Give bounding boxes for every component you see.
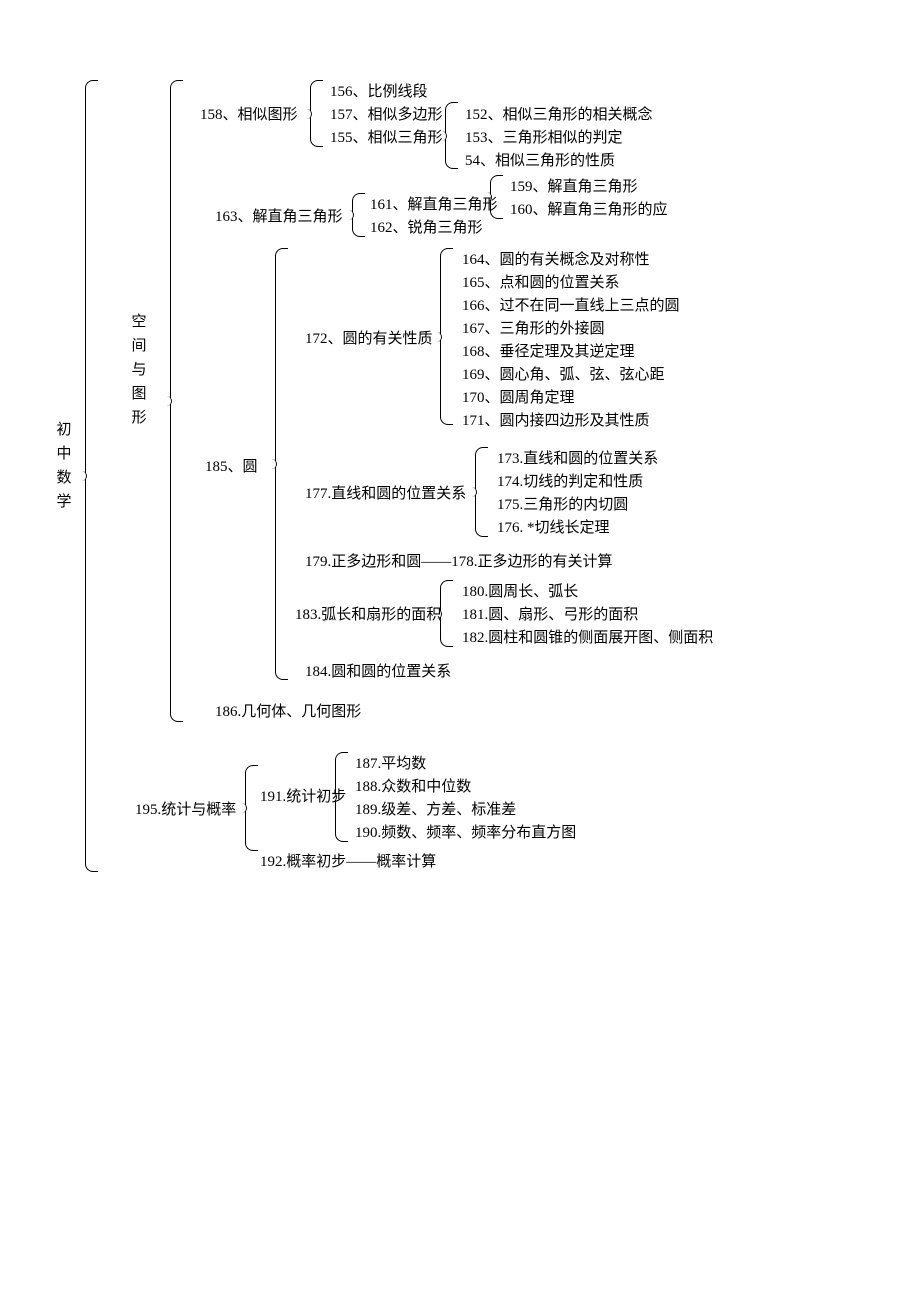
n164: 164、圆的有关概念及对称性: [462, 248, 650, 269]
n172: 172、圆的有关性质: [305, 327, 433, 348]
n177: 177.直线和圆的位置关系: [305, 482, 466, 503]
root-label: 初中数学: [55, 418, 73, 514]
right-tri-brace: [352, 193, 365, 237]
triangle-brace: [445, 102, 458, 169]
n192: 192.概率初步——概率计算: [260, 850, 436, 871]
root-brace: [85, 80, 98, 872]
circle-brace: [275, 248, 288, 680]
n162: 162、锐角三角形: [370, 216, 483, 237]
n176: 176. *切线长定理: [497, 516, 610, 537]
stats-brace: [245, 765, 258, 851]
n186: 186.几何体、几何图形: [215, 700, 361, 721]
n163: 163、解直角三角形: [215, 205, 343, 226]
n169: 169、圆心角、弧、弦、弦心距: [462, 363, 665, 384]
n180: 180.圆周长、弧长: [462, 580, 578, 601]
n174: 174.切线的判定和性质: [497, 470, 643, 491]
n170: 170、圆周角定理: [462, 386, 575, 407]
n171: 171、圆内接四边形及其性质: [462, 409, 650, 430]
n195: 195.统计与概率: [135, 798, 236, 819]
n159: 159、解直角三角形: [510, 175, 638, 196]
n165: 165、点和圆的位置关系: [462, 271, 620, 292]
n190: 190.频数、频率、频率分布直方图: [355, 821, 576, 842]
n189: 189.级差、方差、标准差: [355, 798, 516, 819]
n173: 173.直线和圆的位置关系: [497, 447, 658, 468]
n185: 185、圆: [205, 455, 258, 476]
n158: 158、相似图形: [200, 103, 298, 124]
root-text: 初中数学: [55, 418, 73, 514]
n161: 161、解直角三角形: [370, 193, 498, 214]
n184: 184.圆和圆的位置关系: [305, 660, 451, 681]
n166: 166、过不在同一直线上三点的圆: [462, 294, 680, 315]
n182: 182.圆柱和圆锥的侧面展开图、侧面积: [462, 626, 713, 647]
n187: 187.平均数: [355, 752, 426, 773]
n175: 175.三角形的内切圆: [497, 493, 628, 514]
line-circle-brace: [475, 447, 488, 537]
n156: 156、比例线段: [330, 80, 428, 101]
n157: 157、相似多边形: [330, 103, 443, 124]
space-figure-text: 空间与图形: [130, 310, 148, 430]
n188: 188.众数和中位数: [355, 775, 471, 796]
arc-brace: [440, 580, 453, 647]
n54: 54、相似三角形的性质: [465, 149, 615, 170]
n167: 167、三角形的外接圆: [462, 317, 605, 338]
tree-diagram: 初中数学 空间与图形 158、相似图形 156、比例线段157、相似多边形155、…: [0, 0, 920, 1302]
circle-prop-brace: [440, 248, 453, 425]
n183: 183.弧长和扇形的面积: [295, 603, 441, 624]
n191: 191.统计初步: [260, 785, 346, 806]
n152: 152、相似三角形的相关概念: [465, 103, 653, 124]
n168: 168、垂径定理及其逆定理: [462, 340, 635, 361]
n155: 155、相似三角形: [330, 126, 443, 147]
n181: 181.圆、扇形、弓形的面积: [462, 603, 638, 624]
space-figure-label: 空间与图形: [130, 310, 148, 430]
space-brace: [170, 80, 183, 722]
n153: 153、三角形相似的判定: [465, 126, 623, 147]
n160: 160、解直角三角形的应: [510, 198, 668, 219]
similar-brace: [310, 80, 323, 147]
n179: 179.正多边形和圆——178.正多边形的有关计算: [305, 550, 613, 571]
